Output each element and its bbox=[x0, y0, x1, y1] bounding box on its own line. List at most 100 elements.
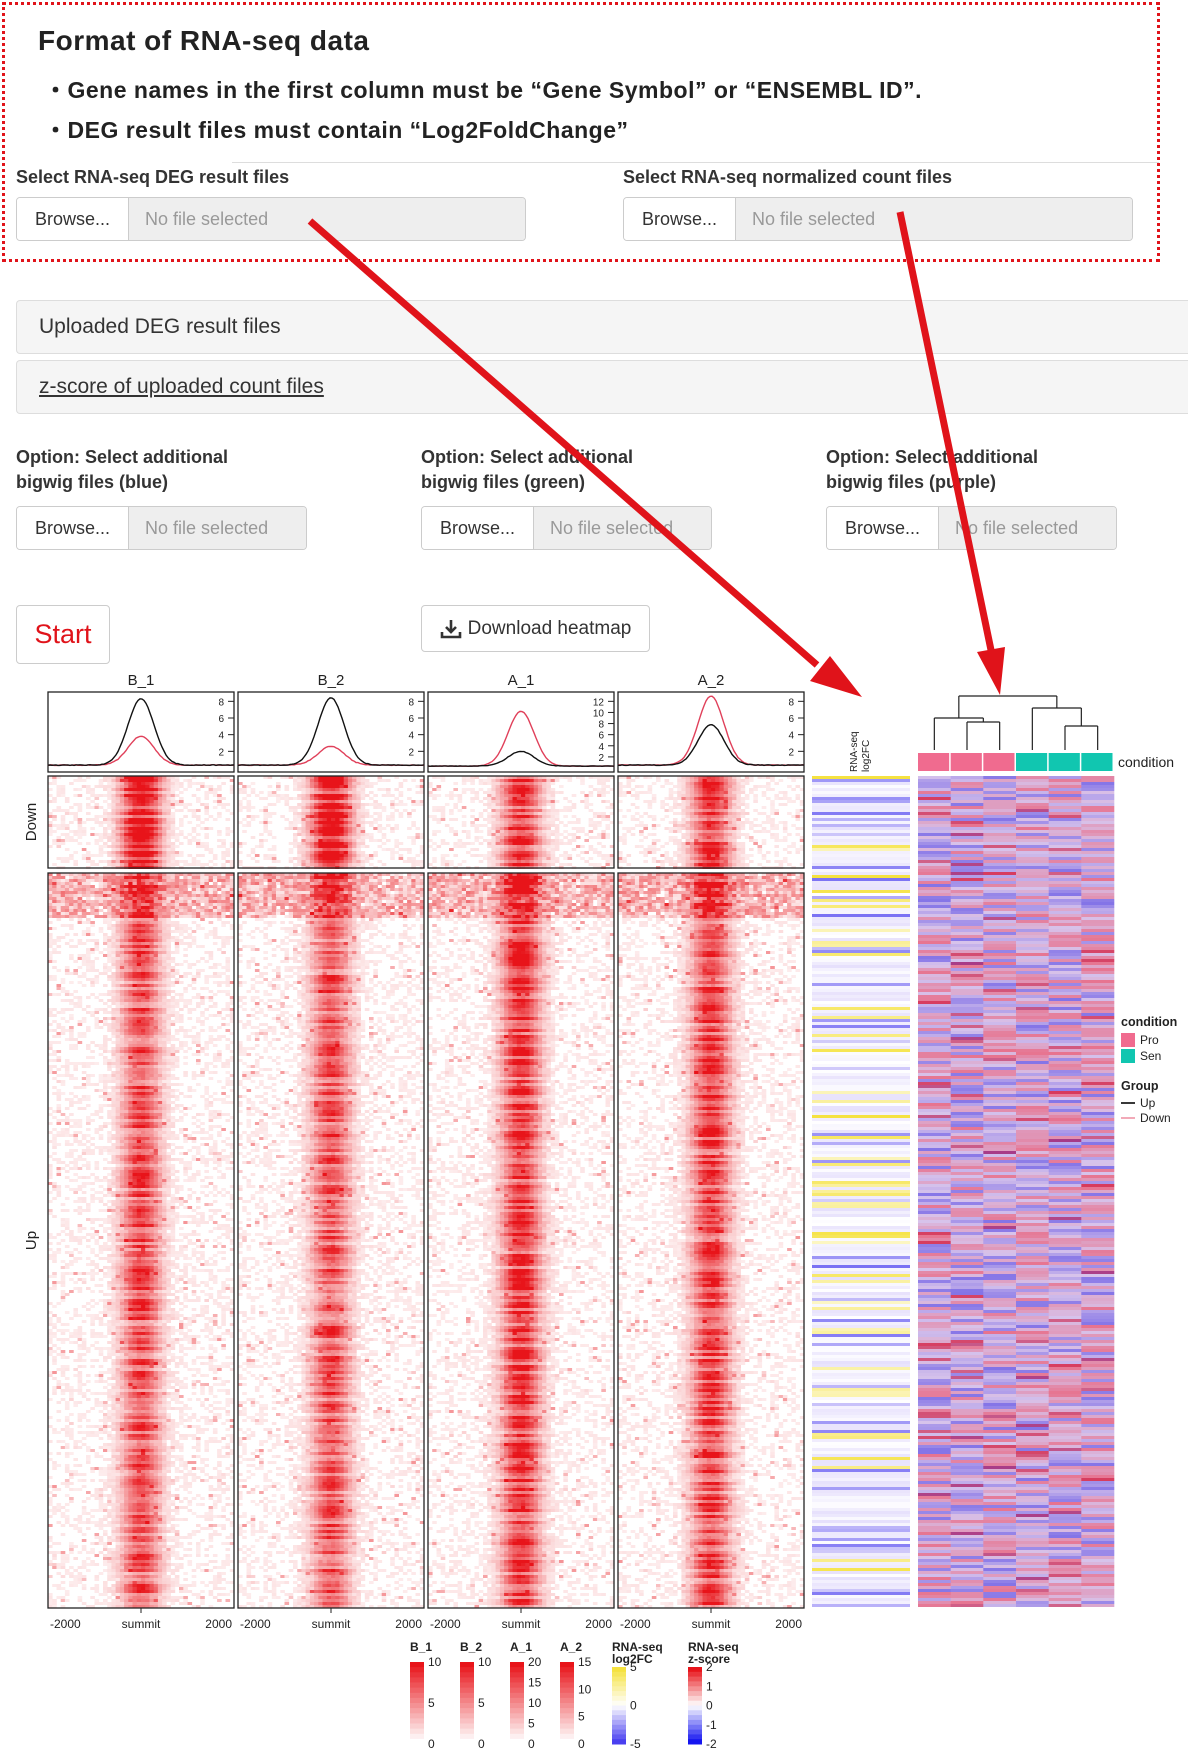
heatmap-cell bbox=[111, 821, 116, 824]
heatmap-cell bbox=[183, 942, 188, 945]
heatmap-cell bbox=[107, 900, 112, 903]
download-heatmap-button[interactable]: Download heatmap bbox=[421, 605, 650, 652]
heatmap-cell bbox=[133, 993, 138, 996]
heatmap-cell bbox=[217, 1191, 222, 1194]
bigwig-green-browse-button[interactable]: Browse... bbox=[422, 507, 534, 549]
heatmap-cell bbox=[133, 1131, 138, 1134]
uploaded-deg-panel[interactable]: Uploaded DEG result files bbox=[16, 300, 1188, 354]
heatmap-cell bbox=[124, 1194, 129, 1197]
heatmap-cell bbox=[141, 1116, 146, 1119]
heatmap-cell bbox=[124, 969, 129, 972]
heatmap-cell bbox=[52, 978, 57, 981]
heatmap-cell bbox=[204, 915, 209, 918]
heatmap-cell bbox=[133, 1236, 138, 1239]
heatmap-cell bbox=[196, 1257, 201, 1260]
heatmap-cell bbox=[107, 888, 112, 891]
heatmap-cell bbox=[124, 1233, 129, 1236]
heatmap-cell bbox=[128, 1041, 133, 1044]
bigwig-purple-browse-button[interactable]: Browse... bbox=[827, 507, 939, 549]
heatmap-cell bbox=[200, 1020, 205, 1023]
heatmap-cell bbox=[137, 1206, 142, 1209]
heatmap-cell bbox=[90, 1248, 95, 1251]
heatmap-cell bbox=[82, 1032, 87, 1035]
heatmap-cell bbox=[57, 809, 62, 812]
heatmap-cell bbox=[150, 999, 155, 1002]
heatmap-cell bbox=[158, 1197, 163, 1200]
heatmap-cell bbox=[213, 1005, 218, 1008]
heatmap-cell bbox=[69, 906, 74, 909]
heatmap-cell bbox=[128, 1122, 133, 1125]
heatmap-cell bbox=[158, 1035, 163, 1038]
heatmap-cell bbox=[204, 1047, 209, 1050]
heatmap-cell bbox=[107, 1038, 112, 1041]
heatmap-cell bbox=[107, 942, 112, 945]
heatmap-cell bbox=[124, 1056, 129, 1059]
heatmap-cell bbox=[183, 1167, 188, 1170]
heatmap-cell bbox=[133, 1041, 138, 1044]
heatmap-cell bbox=[226, 1029, 231, 1032]
heatmap-cell bbox=[137, 1122, 142, 1125]
heatmap-cell bbox=[154, 848, 159, 851]
heatmap-cell bbox=[183, 1170, 188, 1173]
heatmap-cell bbox=[65, 1065, 70, 1068]
heatmap-cell bbox=[57, 1104, 62, 1107]
heatmap-cell bbox=[52, 897, 57, 900]
count-browse-button[interactable]: Browse... bbox=[624, 198, 736, 240]
heatmap-cell bbox=[145, 824, 150, 827]
count-file-input[interactable]: Browse... No file selected bbox=[623, 197, 1133, 241]
heatmap-cell bbox=[116, 912, 121, 915]
heatmap-cell bbox=[188, 1017, 193, 1020]
heatmap-cell bbox=[217, 800, 222, 803]
heatmap-cell bbox=[226, 1191, 231, 1194]
heatmap-cell bbox=[120, 990, 125, 993]
heatmap-cell bbox=[124, 1008, 129, 1011]
heatmap-cell bbox=[133, 1161, 138, 1164]
heatmap-cell bbox=[145, 1263, 150, 1266]
heatmap-cell bbox=[124, 1236, 129, 1239]
bigwig-purple-input[interactable]: Browse... No file selected bbox=[826, 506, 1117, 550]
heatmap-cell bbox=[103, 894, 108, 897]
heatmap-cell bbox=[150, 1215, 155, 1218]
heatmap-cell bbox=[150, 1224, 155, 1227]
heatmap-cell bbox=[128, 912, 133, 915]
heatmap-cell bbox=[61, 1011, 66, 1014]
heatmap-cell bbox=[162, 990, 167, 993]
heatmap-cell bbox=[166, 1131, 171, 1134]
heatmap-cell bbox=[221, 1269, 226, 1272]
start-button[interactable]: Start bbox=[16, 605, 110, 664]
heatmap-cell bbox=[69, 1008, 74, 1011]
heatmap-cell bbox=[162, 999, 167, 1002]
heatmap-cell bbox=[204, 1008, 209, 1011]
heatmap-cell bbox=[175, 1083, 180, 1086]
heatmap-cell bbox=[120, 1074, 125, 1077]
heatmap-cell bbox=[86, 788, 91, 791]
heatmap-cell bbox=[65, 1224, 70, 1227]
heatmap-cell bbox=[166, 900, 171, 903]
heatmap-cell bbox=[209, 1128, 214, 1131]
heatmap-cell bbox=[52, 1059, 57, 1062]
heatmap-cell bbox=[166, 990, 171, 993]
heatmap-cell bbox=[107, 1260, 112, 1263]
heatmap-cell bbox=[226, 1269, 231, 1272]
heatmap-cell bbox=[154, 1083, 159, 1086]
deg-browse-button[interactable]: Browse... bbox=[17, 198, 129, 240]
heatmap-cell bbox=[196, 960, 201, 963]
heatmap-cell bbox=[158, 812, 163, 815]
heatmap-cell bbox=[128, 996, 133, 999]
bigwig-blue-input[interactable]: Browse... No file selected bbox=[16, 506, 307, 550]
heatmap-cell bbox=[179, 833, 184, 836]
bigwig-purple: Option: Select additional bigwig files (… bbox=[826, 447, 1117, 550]
bigwig-green-input[interactable]: Browse... No file selected bbox=[421, 506, 712, 550]
heatmap-cell bbox=[69, 1092, 74, 1095]
heatmap-cell bbox=[158, 1038, 163, 1041]
heatmap-cell bbox=[116, 860, 121, 863]
deg-file-input[interactable]: Browse... No file selected bbox=[16, 197, 526, 241]
zscore-count-panel[interactable]: z-score of uploaded count files bbox=[16, 360, 1188, 414]
heatmap-cell bbox=[154, 863, 159, 866]
heatmap-cell bbox=[120, 984, 125, 987]
heatmap-cell bbox=[48, 906, 53, 909]
heatmap-cell bbox=[86, 957, 91, 960]
heatmap-cell bbox=[90, 788, 95, 791]
heatmap-cell bbox=[48, 888, 53, 891]
bigwig-blue-browse-button[interactable]: Browse... bbox=[17, 507, 129, 549]
